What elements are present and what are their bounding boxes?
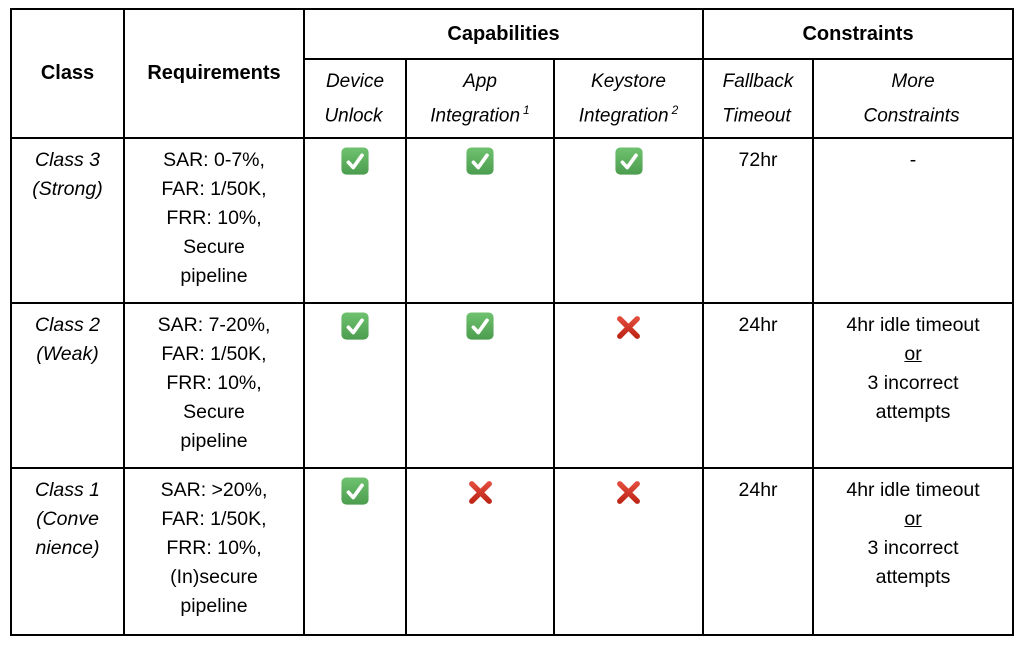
capability-keystore-integration-cell (552, 467, 705, 636)
check-icon (466, 147, 494, 175)
requirements-header-label: Requirements (147, 62, 281, 84)
col-group-constraints: Constraints (702, 8, 1015, 60)
capability-app-integration-cell (405, 302, 555, 469)
constraint-text: - (909, 149, 917, 171)
subheader-line: Unlock (324, 105, 383, 127)
subheader-line: Timeout (722, 105, 791, 127)
subheader-line: More (891, 70, 935, 92)
capability-app-integration-cell (405, 467, 555, 636)
class-label: Class 2 (Weak) (34, 314, 101, 365)
table-row: Class 1 (Conve nience) SAR: >20%, FAR: 1… (10, 467, 1015, 636)
col-header-class: Class (10, 8, 125, 139)
requirements-text: SAR: 7-20%, FAR: 1/50K, FRR: 10%, Secure… (157, 314, 271, 452)
fallback-timeout-value: 24hr (738, 314, 778, 336)
fallback-timeout-cell: 72hr (702, 137, 815, 304)
footnote-superscript: 2 (671, 102, 679, 117)
subheader-line: Keystore (591, 70, 666, 92)
class-cell: Class 3 (Strong) (10, 137, 125, 304)
table-row: Class 3 (Strong) SAR: 0-7%, FAR: 1/50K, … (10, 137, 1015, 304)
col-header-fallback-timeout: Fallback Timeout (702, 58, 815, 139)
subheader-line: Integration (430, 105, 521, 127)
constraint-or-text: or (904, 343, 922, 365)
constraint-text: 3 incorrect attempts (867, 537, 959, 588)
requirements-cell: SAR: >20%, FAR: 1/50K, FRR: 10%, (In)sec… (123, 467, 305, 636)
subheader-line: Fallback (722, 70, 794, 92)
col-header-requirements: Requirements (123, 8, 305, 139)
fallback-timeout-value: 72hr (738, 149, 778, 171)
col-group-capabilities: Capabilities (302, 8, 705, 60)
cross-icon (613, 312, 644, 343)
fallback-timeout-cell: 24hr (702, 302, 815, 469)
fallback-timeout-value: 24hr (738, 479, 778, 501)
requirements-cell: SAR: 0-7%, FAR: 1/50K, FRR: 10%, Secure … (123, 137, 305, 304)
capabilities-group-label: Capabilities (447, 22, 560, 45)
header-sub-row: Device Unlock App Integration 1 Keystore … (11, 58, 1015, 139)
requirements-text: SAR: 0-7%, FAR: 1/50K, FRR: 10%, Secure … (161, 149, 267, 287)
more-constraints-cell: 4hr idle timeout or 3 incorrect attempts (812, 302, 1015, 469)
footnote-superscript: 1 (523, 102, 530, 117)
constraint-text: 4hr idle timeout (846, 479, 980, 501)
cross-icon (613, 477, 644, 508)
check-icon (466, 312, 494, 340)
check-icon (341, 147, 369, 175)
class-cell: Class 1 (Conve nience) (10, 467, 125, 636)
more-constraints-cell: 4hr idle timeout or 3 incorrect attempts (812, 467, 1015, 636)
requirements-cell: SAR: 7-20%, FAR: 1/50K, FRR: 10%, Secure… (123, 302, 305, 469)
biometric-class-table: Class Requirements Capabilities Constrai… (10, 8, 1015, 636)
subheader-line: Device (325, 70, 385, 92)
subheader-line: Constraints (863, 105, 960, 127)
capability-device-unlock-cell (303, 302, 407, 469)
check-icon (341, 312, 369, 340)
class-label: Class 1 (Conve nience) (34, 479, 101, 559)
table-body: Class 3 (Strong) SAR: 0-7%, FAR: 1/50K, … (10, 137, 1015, 636)
header-group-row: Class Requirements Capabilities Constrai… (10, 8, 1015, 139)
col-header-keystore-integration: Keystore Integration 2 (552, 58, 705, 139)
constraint-text: 3 incorrect attempts (867, 372, 959, 423)
table-row: Class 2 (Weak) SAR: 7-20%, FAR: 1/50K, F… (10, 302, 1015, 469)
fallback-timeout-cell: 24hr (702, 467, 815, 636)
capability-keystore-integration-cell (552, 137, 705, 304)
subheader-line: Integration (578, 105, 669, 127)
more-constraints-cell: - (812, 137, 1015, 304)
class-label: Class 3 (Strong) (32, 149, 103, 200)
col-header-more-constraints: More Constraints (812, 58, 1015, 139)
check-icon (614, 147, 643, 175)
requirements-text: SAR: >20%, FAR: 1/50K, FRR: 10%, (In)sec… (160, 479, 268, 617)
subheader-line: App (463, 70, 497, 92)
col-header-app-integration: App Integration 1 (405, 58, 555, 139)
capability-keystore-integration-cell (552, 302, 705, 469)
class-cell: Class 2 (Weak) (10, 302, 125, 469)
capability-device-unlock-cell (303, 137, 407, 304)
constraint-or-text: or (904, 508, 922, 530)
check-icon (341, 477, 369, 505)
col-header-device-unlock: Device Unlock (303, 58, 407, 139)
cross-icon (465, 477, 496, 508)
capability-device-unlock-cell (303, 467, 407, 636)
capability-app-integration-cell (405, 137, 555, 304)
constraint-text: 4hr idle timeout (846, 314, 980, 336)
class-header-label: Class (40, 62, 95, 84)
constraints-group-label: Constraints (802, 22, 914, 45)
